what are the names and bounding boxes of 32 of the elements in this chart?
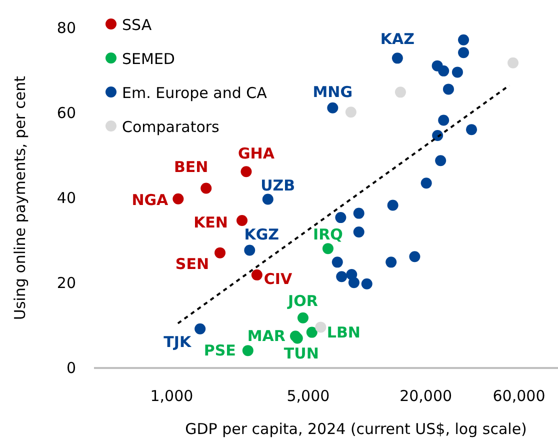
data-label: NGA — [132, 190, 169, 209]
legend-label: SSA — [122, 16, 152, 34]
data-label: UZB — [260, 176, 296, 194]
x-tick-label: 20,000 — [400, 387, 452, 405]
y-tick-label: 40 — [56, 189, 76, 207]
y-axis-title: Using online payments, per cent — [11, 76, 29, 320]
data-label: JOR — [287, 292, 318, 310]
data-label: MAR — [247, 327, 286, 346]
x-tick-label: 1,000 — [150, 387, 194, 405]
legend-label: Em. Europe and CA — [122, 84, 268, 102]
data-label: TUN — [284, 344, 319, 362]
data-label: CIV — [264, 270, 292, 288]
y-tick-label: 60 — [56, 104, 76, 122]
x-axis-title: GDP per capita, 2024 (current US$, log scale) — [185, 420, 527, 438]
legend-label: SEMED — [122, 50, 175, 68]
x-tick-label: 5,000 — [286, 387, 330, 405]
y-tick-label: 0 — [66, 359, 76, 377]
legend-label: Comparators — [122, 118, 220, 136]
data-label: KEN — [194, 214, 228, 232]
data-label: KAZ — [380, 30, 415, 48]
data-label: SEN — [175, 254, 210, 273]
data-label: TJK — [164, 332, 192, 351]
data-label: BEN — [174, 158, 208, 176]
data-label: IRQ — [313, 226, 343, 244]
x-tick-label: 60,000 — [492, 387, 546, 405]
data-label: GHA — [238, 144, 275, 163]
y-tick-label: 20 — [56, 274, 76, 292]
data-label: KGZ — [244, 225, 280, 244]
data-label: PSE — [204, 342, 236, 360]
data-label: MNG — [312, 82, 353, 101]
y-tick-label: 80 — [56, 19, 76, 37]
data-label: LBN — [326, 323, 360, 342]
